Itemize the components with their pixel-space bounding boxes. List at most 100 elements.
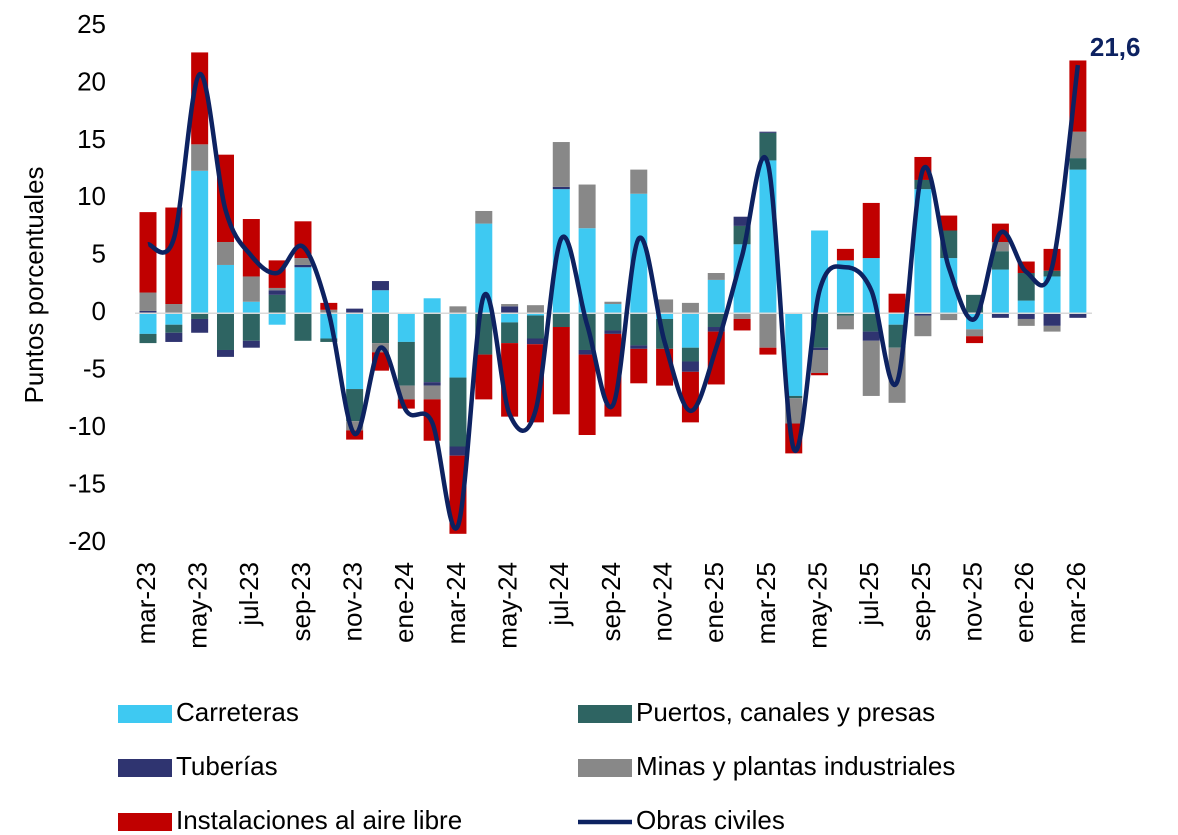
x-tick-label: nov-23	[338, 562, 368, 642]
bar-segment	[733, 318, 751, 331]
bar-segment	[139, 333, 157, 344]
bar-segment	[733, 244, 751, 314]
bar-segment	[501, 306, 519, 314]
x-tick-label: mar-23	[131, 562, 161, 644]
bar-segment	[914, 313, 932, 316]
legend-label: Minas y plantas industriales	[636, 751, 955, 781]
bar-segment	[836, 315, 854, 330]
bar-segment	[139, 292, 157, 311]
bar-segment	[423, 385, 441, 400]
bar-segment	[526, 338, 544, 345]
bar-segment	[862, 340, 880, 396]
bar-segment	[191, 144, 209, 171]
bar-segment	[449, 313, 467, 378]
bar-segment	[449, 377, 467, 447]
bar-segment	[707, 279, 725, 314]
x-tick-label: sep-23	[286, 562, 316, 642]
bar-segment	[1069, 313, 1087, 318]
bar-segment	[397, 313, 415, 342]
bar-segment	[1043, 313, 1061, 326]
bar-segment	[165, 324, 183, 333]
bar-segment	[888, 293, 906, 314]
bar-segment	[552, 186, 570, 190]
bar-segment	[501, 322, 519, 344]
bar-segment	[475, 223, 493, 314]
bar-segment	[578, 354, 596, 436]
bar-segment	[242, 340, 260, 348]
bar-segment	[1043, 325, 1061, 332]
bar-segment	[578, 349, 596, 355]
bar-segment	[888, 313, 906, 325]
bar-segment	[656, 313, 674, 319]
bar-segment	[1017, 261, 1035, 274]
bar-segment	[1043, 276, 1061, 314]
bar-segment	[759, 132, 777, 161]
bar-segment	[759, 347, 777, 355]
legend-label: Carreteras	[176, 697, 299, 727]
bar-segment	[320, 338, 338, 342]
bar-segment	[630, 193, 648, 314]
y-tick-label: 0	[92, 296, 106, 326]
bar-segment	[165, 313, 183, 325]
bar-segment	[1069, 131, 1087, 159]
x-tick-label: sep-25	[906, 562, 936, 642]
legend-label: Puertos, canales y presas	[636, 697, 935, 727]
bar-segment	[346, 308, 364, 314]
bar-segment	[604, 330, 622, 334]
bar-segment	[501, 304, 519, 307]
bar-segment	[165, 332, 183, 342]
x-tick-label: may-25	[802, 562, 832, 649]
bar-segment	[346, 421, 364, 431]
bar-segment	[759, 131, 777, 133]
bar-segment	[578, 184, 596, 229]
bar-segment	[191, 313, 209, 319]
y-tick-label: -15	[68, 468, 106, 498]
bar-segment	[630, 345, 648, 349]
bar-segment	[552, 313, 570, 328]
bar-segment	[526, 305, 544, 314]
bar-segment	[785, 395, 803, 399]
bar-segment	[552, 189, 570, 314]
y-axis-title: Puntos porcentuales	[19, 166, 49, 403]
legend-label: Obras civiles	[636, 805, 785, 835]
bar-segment	[475, 210, 493, 224]
bar-segment	[216, 264, 234, 314]
bar-segment	[139, 212, 157, 293]
bar-segment	[1069, 169, 1087, 314]
bar-segment	[681, 302, 699, 314]
bar-segment	[1017, 313, 1035, 319]
bar-segment	[139, 310, 157, 314]
bar-segment	[268, 313, 286, 325]
bar-segment	[836, 248, 854, 261]
bar-segment	[526, 313, 544, 316]
bar-segment	[397, 341, 415, 386]
bar-segment	[165, 304, 183, 314]
bar-segment	[630, 169, 648, 194]
bar-segment	[216, 349, 234, 357]
bar-segment	[1069, 158, 1087, 170]
bar-segment	[681, 361, 699, 372]
data-label: 21,6	[1090, 32, 1141, 62]
bar-segment	[991, 241, 1009, 252]
y-tick-label: 20	[77, 66, 106, 96]
bar-segment	[733, 216, 751, 226]
bar-segment	[991, 251, 1009, 270]
line	[147, 64, 1081, 531]
x-tick-label: jul-25	[854, 562, 884, 627]
bar-segment	[346, 389, 364, 422]
bar-segment	[966, 336, 984, 344]
x-tick-label: mar-24	[441, 562, 471, 644]
bar-segment	[423, 382, 441, 386]
bar-segment	[294, 313, 312, 341]
bar-segment	[604, 301, 622, 305]
bar-segment	[940, 215, 958, 231]
bar-segment	[707, 313, 725, 328]
bar-segment	[604, 304, 622, 314]
bar-segment	[294, 267, 312, 314]
bar-segment	[914, 189, 932, 314]
bar-segment	[836, 313, 854, 316]
bar-segment	[836, 260, 854, 314]
x-tick-label: ene-26	[1009, 562, 1039, 643]
legend-swatch	[578, 759, 632, 777]
x-tick-label: mar-26	[1061, 562, 1091, 644]
